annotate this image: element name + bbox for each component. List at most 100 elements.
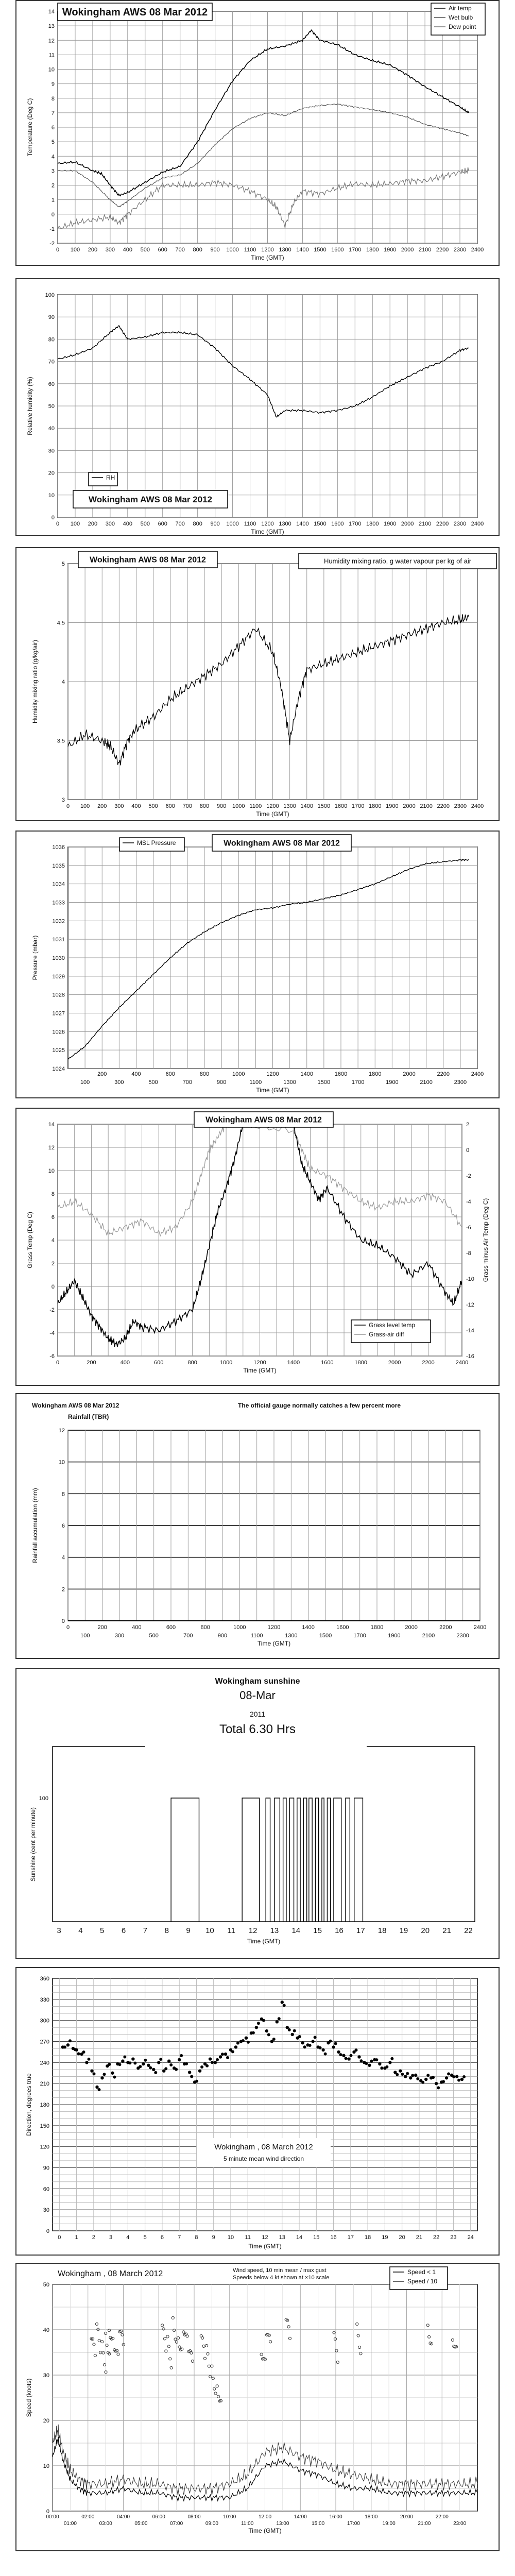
x-tick-label: 1700: [352, 1079, 364, 1086]
gust-point: [178, 2345, 181, 2349]
sunshine-bar: [289, 1798, 295, 1922]
wind-direction-point: [234, 2045, 238, 2049]
y-tick-label: 1036: [53, 844, 65, 851]
x-tick-label: 2200: [437, 803, 450, 809]
wind-direction-point: [404, 2075, 407, 2078]
wind-direction-point: [380, 2066, 384, 2070]
y2-tick-label: 2: [466, 1122, 469, 1128]
x-tick-label: 200: [97, 1071, 107, 1077]
x-tick-label: 2200: [422, 1360, 434, 1366]
series-line-msl-pressure: [67, 859, 469, 1060]
wind-direction-point: [388, 2061, 392, 2064]
wind-direction-point: [118, 2063, 122, 2066]
y-tick-label: 1025: [53, 1047, 65, 1054]
x-tick-label: 2400: [456, 1360, 468, 1366]
x-tick-label: 1500: [314, 521, 326, 527]
x-tick-label: 700: [176, 247, 185, 253]
gust-point: [162, 2327, 165, 2331]
sunshine-chart: 100 3 4 5 6 7 8 9 10 11 12 13 14 15 16 17 18 19 20 21 22 Time…: [29, 1670, 475, 1945]
wind-direction-point: [282, 2004, 286, 2007]
sunshine-bar: [303, 1798, 307, 1922]
x-tick-label: 2400: [471, 247, 484, 253]
x-tick-label: 12:00: [259, 2514, 271, 2520]
x-tick-label: 400: [121, 1360, 130, 1366]
x-tick-label: 07:00: [170, 2521, 183, 2527]
x-tick-label: 800: [200, 1071, 209, 1077]
x-tick-label: 13: [270, 1926, 279, 1935]
y-tick-label: 100: [39, 1795, 48, 1802]
gust-point: [359, 2352, 363, 2355]
gust-point: [213, 2387, 216, 2391]
wind-direction-point: [337, 2050, 340, 2054]
chart-subtitle: Rainfall (TBR): [68, 1413, 109, 1420]
wind-direction-point: [149, 2066, 152, 2070]
x-tick-label: 300: [114, 803, 124, 809]
y-tick-label: 30: [43, 2372, 49, 2379]
wind-direction-point: [409, 2076, 413, 2080]
x-tick-label: 1800: [369, 803, 381, 809]
x-tick-label: 20: [399, 2234, 405, 2241]
chart-title-box: [73, 490, 228, 509]
wind-direction-point: [457, 2078, 461, 2082]
legend-box: [389, 2266, 448, 2290]
gust-point: [204, 2344, 209, 2348]
x-tick-label: 9: [186, 1926, 190, 1935]
x-tick-label: 100: [80, 803, 90, 809]
legend-label: Dew point: [449, 23, 476, 30]
wind-direction-point: [444, 2076, 449, 2080]
x-tick-label: 600: [166, 1071, 175, 1077]
pressure-chart: 1024 1025 1026 1027 1028 1029 1030 1031 1032 1033…: [31, 834, 484, 1094]
y-tick-label: 8: [52, 1191, 55, 1197]
wind-direction-point: [111, 2071, 114, 2075]
x-tick-label: 1400: [287, 1360, 300, 1366]
x-tick-label: 500: [141, 521, 150, 527]
gust-point: [166, 2335, 169, 2338]
x-tick-label: 02:00: [81, 2514, 94, 2520]
x-tick-label: 1000: [220, 1360, 232, 1366]
y-tick-label: 50: [43, 2282, 49, 2288]
y-tick-label: 4: [62, 1555, 65, 1561]
grass-temp-chart-panel: -6 -4 -2 0 2 4 6 8 10 12 14 -16 -14 -12 -10 -8 -6 -4 -2 0 2 0…: [15, 1108, 500, 1386]
wind-direction-point: [175, 2067, 178, 2071]
x-tick-label: 1600: [336, 1624, 349, 1631]
wind-direction-point: [131, 2057, 135, 2061]
humidity-chart-panel: 0 10 20 30 40 50 60 70 80 90 100 0 100 200 300 400 500 60…: [15, 278, 500, 536]
wind-direction-point: [221, 2053, 224, 2056]
wind-direction-point: [121, 2059, 125, 2063]
x-tick-label: 10: [205, 1926, 214, 1935]
gust-point: [219, 2399, 223, 2403]
y-tick-label: 14: [48, 9, 55, 15]
gust-point: [453, 2345, 457, 2349]
wind-direction-point: [92, 2072, 96, 2076]
x-tick-label: 300: [106, 521, 115, 527]
x-tick-label: 13: [279, 2234, 285, 2241]
wind-direction-point: [87, 2057, 91, 2061]
y-tick-label: 0: [62, 1618, 65, 1624]
wind-direction-point: [63, 2045, 66, 2049]
x-tick-label: 7: [178, 2234, 181, 2241]
gust-point: [201, 2336, 204, 2340]
gust-point: [173, 2328, 176, 2332]
x-tick-label: 2200: [437, 1071, 450, 1077]
x-tick-label: 500: [149, 1633, 158, 1639]
x-tick-label: 900: [210, 521, 219, 527]
wind-direction-point: [211, 2061, 214, 2064]
wind-direction-point: [318, 2046, 322, 2049]
x-axis-label: Time (GMT): [248, 2527, 281, 2534]
x-tick-label: 1100: [250, 1079, 262, 1086]
wind-direction-point: [226, 2056, 229, 2059]
y-tick-label: 1034: [53, 882, 65, 888]
series-line-mixing-ratio: [67, 614, 469, 766]
x-tick-label: 2100: [419, 521, 431, 527]
wind-direction-point: [329, 2039, 332, 2043]
gust-point: [164, 2349, 168, 2353]
caption-area: [197, 2138, 331, 2167]
series-line-speed-lt-1: [52, 2437, 478, 2502]
y-tick-label: 4: [52, 1238, 55, 1244]
gust-point: [175, 2340, 179, 2344]
wind-direction-point: [144, 2058, 147, 2062]
x-tick-label: 6: [122, 1926, 126, 1935]
x-tick-label: 1000: [226, 247, 238, 253]
wind-direction-point: [113, 2075, 116, 2079]
